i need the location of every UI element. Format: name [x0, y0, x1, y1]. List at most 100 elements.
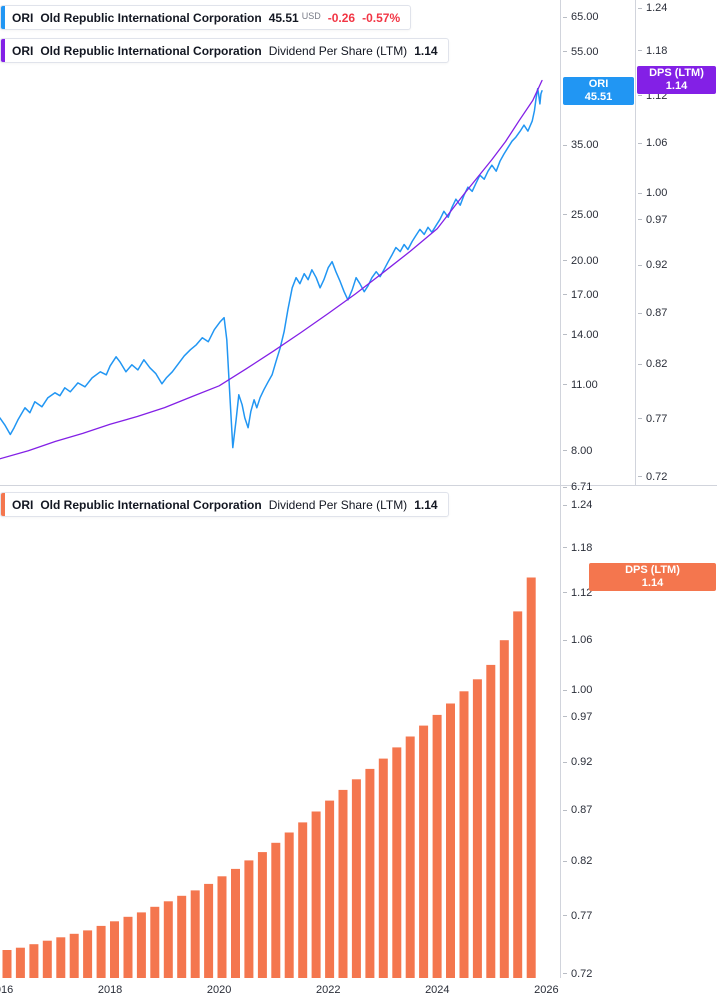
time-axis[interactable]: 2016 2018 2020 2022 2024 2026 — [0, 978, 717, 1005]
dps-bar[interactable] — [271, 842, 281, 978]
dps-bar[interactable] — [83, 930, 93, 978]
price-badge-value: 45.51 — [584, 90, 613, 103]
dps-bar[interactable] — [459, 691, 469, 978]
axis-tick-label: 1.12 — [563, 586, 592, 600]
dps-badge-label: DPS (LTM) — [625, 564, 680, 577]
time-axis-label: 2016 — [0, 984, 14, 996]
axis-tick-label: 1.18 — [563, 541, 592, 555]
axis-tick-label: 25.00 — [563, 208, 599, 222]
legend-symbol: ORI — [12, 497, 34, 512]
dps-bar[interactable] — [150, 906, 160, 978]
dps-bar[interactable] — [499, 640, 509, 978]
dps-bar[interactable] — [123, 916, 133, 978]
dps-bar[interactable] — [432, 714, 442, 978]
dps-axis-bottom[interactable]: DPS (LTM) 1.14 1.24 1.18 1.12 1.06 1.00 0.97 0… — [561, 485, 717, 981]
axis-separator-vertical — [560, 0, 561, 1005]
axis-tick-label: 0.72 — [563, 967, 592, 981]
legend-change: -0.26 — [327, 10, 356, 25]
dps-bar[interactable] — [378, 758, 388, 978]
dps-bar[interactable] — [29, 944, 39, 978]
dps-bar[interactable] — [486, 664, 496, 978]
dps-bar[interactable] — [2, 950, 12, 978]
legend-dps-row[interactable]: ORI Old Republic International Corporati… — [0, 38, 449, 63]
axis-tick-label: 1.00 — [563, 683, 592, 697]
axis-tick-label: 0.72 — [638, 470, 667, 484]
legend-change-percent: -0.57% — [362, 10, 401, 25]
legend-metric-name: Dividend Per Share (LTM) — [268, 43, 408, 58]
dps-bar[interactable] — [110, 921, 119, 978]
legend-symbol: ORI — [12, 10, 34, 25]
price-chart-canvas[interactable] — [0, 0, 560, 485]
legend-company-name: Old Republic International Corporation — [40, 10, 262, 25]
dps-bar[interactable] — [526, 577, 536, 979]
dps-bar[interactable] — [284, 832, 294, 979]
axis-tick-label: 1.24 — [563, 498, 592, 512]
legend-last-price: 45.51 — [268, 10, 299, 25]
dps-bar[interactable] — [136, 912, 146, 978]
price-badge: ORI 45.51 — [563, 76, 634, 105]
dps-bar-chart-canvas[interactable] — [0, 485, 560, 1005]
legend-dps-bottom-row[interactable]: ORI Old Republic International Corporati… — [0, 492, 449, 517]
legend-symbol: ORI — [12, 43, 34, 58]
axis-tick-label: 6.71 — [563, 480, 592, 494]
dps-bar[interactable] — [244, 860, 254, 978]
time-axis-label: 2020 — [206, 984, 232, 996]
axis-tick-label: 0.82 — [638, 357, 667, 371]
dps-bar[interactable] — [311, 811, 321, 979]
axis-tick-label: 65.00 — [563, 10, 599, 24]
dps-axis-top[interactable]: DPS (LTM) 1.14 1.24 1.18 1.12 1.06 1.00 0.97 0… — [636, 0, 717, 485]
dps-bar[interactable] — [472, 679, 482, 978]
axis-tick-label: 55.00 — [563, 45, 599, 59]
dps-bar[interactable] — [325, 800, 335, 978]
time-axis-label: 2022 — [315, 984, 341, 996]
dps-bar[interactable] — [204, 883, 214, 978]
axis-tick-label: 0.77 — [563, 909, 592, 923]
dps-badge-value: 1.14 — [641, 577, 664, 590]
dps-badge-value: 1.14 — [665, 80, 688, 93]
dps-bar[interactable] — [42, 940, 52, 978]
axis-tick-label: 35.00 — [563, 138, 599, 152]
dps-bar[interactable] — [177, 895, 187, 978]
dps-bar[interactable] — [419, 725, 429, 978]
dps-bar[interactable] — [15, 947, 25, 978]
dps-bar[interactable] — [257, 852, 267, 978]
axis-separator-vertical-2 — [635, 0, 636, 485]
dps-bar[interactable] — [351, 779, 361, 978]
price-axis[interactable]: ORI 45.51 65.00 55.00 35.00 25.00 20.00 17.00… — [561, 0, 636, 493]
dps-bar[interactable] — [96, 925, 106, 978]
dps-badge-top: DPS (LTM) 1.14 — [637, 66, 716, 95]
dps-bar[interactable] — [338, 789, 348, 978]
axis-tick-label: 0.92 — [638, 258, 667, 272]
dps-bar[interactable] — [405, 736, 415, 979]
dps-bar[interactable] — [513, 611, 523, 978]
legend-metric-value: 1.14 — [414, 43, 438, 58]
axis-tick-label: 0.97 — [563, 710, 592, 724]
dps-badge-label: DPS (LTM) — [649, 67, 704, 80]
axis-tick-label: 0.97 — [638, 213, 667, 227]
dps-bar[interactable] — [69, 933, 79, 978]
dps-bar[interactable] — [190, 890, 200, 978]
dps-bar[interactable] — [298, 822, 308, 978]
time-axis-label: 2026 — [534, 984, 559, 996]
axis-tick-label: 0.77 — [638, 412, 667, 426]
legend-price-row[interactable]: ORI Old Republic International Corporati… — [0, 5, 412, 30]
axis-tick-label: 0.92 — [563, 755, 592, 769]
axis-tick-label: 17.00 — [563, 288, 599, 302]
axis-tick-label: 0.87 — [638, 306, 667, 320]
dps-bar[interactable] — [217, 876, 227, 978]
dps-bar[interactable] — [231, 868, 240, 978]
axis-tick-label: 20.00 — [563, 254, 599, 268]
time-axis-label: 2018 — [97, 984, 123, 996]
price-badge-symbol: ORI — [588, 77, 609, 90]
dps-bar[interactable] — [163, 901, 173, 978]
axis-tick-label: 1.00 — [638, 186, 667, 200]
dps-bar[interactable] — [392, 747, 402, 978]
dps-bar[interactable] — [365, 768, 375, 978]
axis-tick-label: 1.18 — [638, 44, 667, 58]
dps-bar[interactable] — [446, 703, 455, 979]
axis-tick-label: 0.87 — [563, 803, 592, 817]
dps-bar[interactable] — [56, 937, 66, 978]
axis-tick-label: 1.06 — [638, 136, 667, 150]
time-axis-label: 2024 — [425, 984, 450, 996]
